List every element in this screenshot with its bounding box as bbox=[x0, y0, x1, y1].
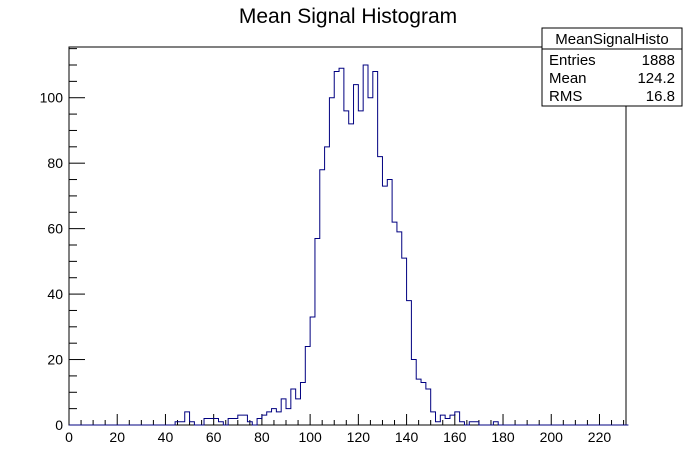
stats-box: MeanSignalHisto Entries 1888 Mean 124.2 … bbox=[541, 27, 683, 107]
stats-entries-value: 1888 bbox=[642, 52, 675, 69]
plot-frame bbox=[68, 46, 627, 426]
stats-entries-label: Entries bbox=[549, 52, 596, 69]
chart-title: Mean Signal Histogram bbox=[239, 5, 457, 28]
x-tick-label: 140 bbox=[395, 429, 419, 445]
y-tick-label: 60 bbox=[47, 221, 63, 237]
x-tick-label: 120 bbox=[347, 429, 371, 445]
stats-mean-value: 124.2 bbox=[637, 70, 675, 87]
y-tick-label: 20 bbox=[47, 352, 63, 368]
stats-box-title: MeanSignalHisto bbox=[555, 31, 668, 48]
x-tick-label: 180 bbox=[491, 429, 515, 445]
x-tick-label: 0 bbox=[65, 429, 73, 445]
stats-rms-label: RMS bbox=[549, 88, 582, 105]
y-tick-label: 80 bbox=[47, 155, 63, 171]
stats-rms-value: 16.8 bbox=[646, 88, 675, 105]
histogram-series-line bbox=[69, 64, 629, 426]
axis-ticks: 0 20 40 60 80 100 120 140 160 180 200 220 0 20 40 60 80 1… bbox=[40, 48, 625, 445]
x-tick-label: 200 bbox=[540, 429, 564, 445]
x-tick-label: 100 bbox=[298, 429, 322, 445]
x-tick-label: 60 bbox=[206, 429, 222, 445]
stats-mean-label: Mean bbox=[549, 70, 587, 87]
x-tick-label: 80 bbox=[254, 429, 270, 445]
x-tick-label: 40 bbox=[158, 429, 174, 445]
x-tick-label: 220 bbox=[588, 429, 612, 445]
y-tick-label: 0 bbox=[55, 417, 63, 433]
x-tick-label: 20 bbox=[109, 429, 125, 445]
y-tick-label: 100 bbox=[40, 90, 64, 106]
y-tick-label: 40 bbox=[47, 286, 63, 302]
x-tick-label: 160 bbox=[443, 429, 467, 445]
stats-box-frame bbox=[541, 27, 683, 107]
